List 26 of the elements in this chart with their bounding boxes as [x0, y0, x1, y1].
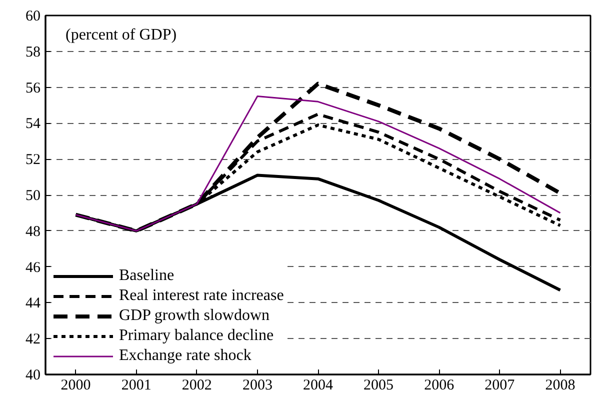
legend-label: Exchange rate shock	[119, 347, 252, 365]
x-tick-label: 2006	[424, 378, 455, 394]
legend-label: Baseline	[119, 267, 174, 285]
annotation: (percent of GDP)	[66, 26, 177, 44]
y-tick-label: 58	[26, 44, 40, 60]
y-tick-label: 50	[26, 188, 40, 204]
legend-label: Primary balance decline	[119, 327, 274, 345]
y-tick-label: 42	[26, 332, 40, 348]
y-tick-label: 48	[26, 224, 40, 240]
y-tick-label: 54	[26, 116, 41, 132]
legend-label: GDP growth slowdown	[119, 307, 270, 325]
x-tick-label: 2008	[545, 378, 576, 394]
y-tick-label: 40	[26, 368, 40, 384]
x-tick-label: 2003	[242, 378, 272, 394]
y-tick-label: 52	[26, 152, 40, 168]
x-tick-label: 2002	[182, 378, 212, 394]
legend-label: Real interest rate increase	[119, 287, 284, 305]
x-tick-label: 2004	[303, 378, 334, 394]
y-tick-label: 56	[26, 80, 41, 96]
y-tick-label: 46	[26, 260, 41, 276]
x-tick-label: 2001	[121, 378, 152, 394]
x-tick-label: 2007	[484, 378, 516, 394]
y-tick-label: 44	[26, 296, 41, 312]
x-tick-label: 2005	[364, 378, 394, 394]
y-tick-label: 60	[26, 8, 40, 24]
x-tick-label: 2000	[60, 378, 91, 394]
